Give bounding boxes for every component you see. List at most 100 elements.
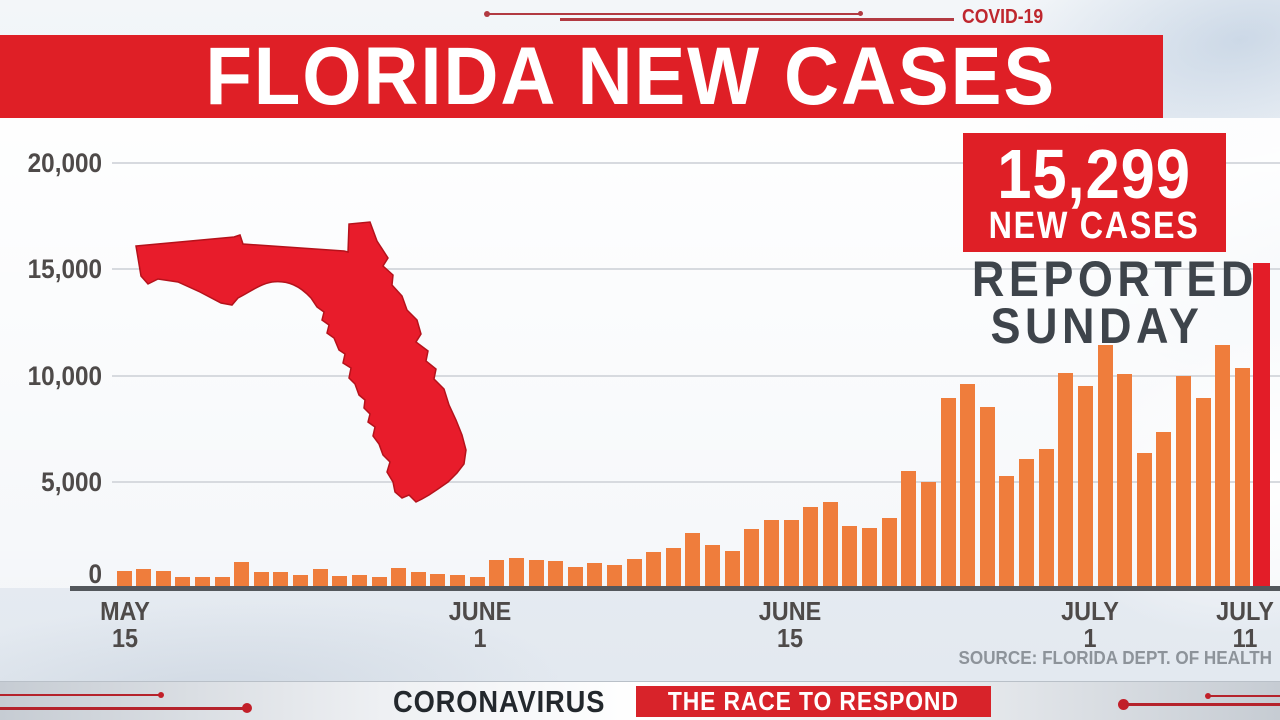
bar (665, 548, 681, 588)
callout-subtext-reported: REPORTED (971, 251, 1258, 307)
bar (587, 563, 603, 588)
bar (724, 551, 740, 588)
deco-line (489, 13, 861, 15)
x-tick-label: JUNE 15 (758, 596, 822, 653)
callout-label: NEW CASES (989, 204, 1200, 247)
bar (332, 576, 348, 588)
bar (1195, 398, 1211, 588)
deco-dot (858, 11, 863, 16)
grid-line (112, 162, 1280, 164)
y-tick-label: 5,000 (41, 466, 102, 497)
florida-shape (135, 221, 467, 503)
deco-line (0, 707, 245, 710)
x-tick-label: JULY 1 (1061, 596, 1119, 653)
bar (489, 560, 505, 588)
bar (528, 560, 544, 588)
bar (1234, 368, 1250, 588)
bar (862, 528, 878, 588)
bar (430, 574, 446, 588)
show-name: CORONAVIRUS (393, 683, 606, 719)
florida-map (135, 221, 467, 503)
y-tick-label: 10,000 (27, 360, 103, 391)
bar (155, 571, 171, 588)
bar (999, 476, 1015, 588)
bar (410, 572, 426, 588)
bar (881, 518, 897, 588)
bar (901, 471, 917, 588)
bar (1175, 376, 1191, 588)
bar (920, 482, 936, 588)
highlight-bar (1253, 263, 1271, 588)
bottom-banner: CORONAVIRUS THE RACE TO RESPOND (0, 681, 1280, 720)
bar (273, 572, 289, 588)
bar (979, 407, 995, 588)
deco-dot (158, 692, 164, 698)
bar (293, 575, 309, 588)
bar (685, 533, 701, 588)
bar (1117, 374, 1133, 588)
bar (391, 568, 407, 588)
bar (783, 520, 799, 588)
source-attribution: SOURCE: FLORIDA DEPT. OF HEALTH (958, 648, 1273, 668)
deco-line (0, 694, 160, 696)
bar (116, 571, 132, 588)
tagline-box: THE RACE TO RESPOND (636, 686, 991, 717)
bar (1136, 453, 1152, 588)
deco-line (560, 18, 954, 21)
bar (607, 565, 622, 588)
x-tick-label: JUNE 1 (448, 596, 512, 653)
deco-dot (1205, 693, 1211, 699)
grid-line (112, 374, 1280, 377)
bar (626, 559, 642, 588)
bar (1156, 432, 1172, 588)
bar (705, 545, 721, 588)
callout-subtext-sunday: SUNDAY (990, 298, 1204, 354)
title-banner: FLORIDA NEW CASES (0, 31, 1163, 122)
bar (508, 558, 524, 588)
bar (351, 575, 367, 588)
x-axis-line (70, 586, 1280, 591)
deco-dot (484, 11, 490, 17)
bar (548, 561, 564, 588)
page-title: FLORIDA NEW CASES (204, 30, 1056, 122)
bar (744, 529, 760, 588)
bar (646, 552, 662, 588)
deco-line (1126, 703, 1280, 706)
bar (803, 507, 819, 588)
bar (253, 572, 269, 588)
tagline: THE RACE TO RESPOND (668, 686, 959, 716)
bar (1058, 373, 1074, 588)
bar (194, 577, 210, 588)
bar (842, 526, 858, 588)
bar (822, 502, 838, 588)
bar (136, 569, 152, 588)
deco-dot (242, 703, 252, 713)
bar (371, 577, 387, 588)
bar (1038, 449, 1054, 588)
bar (960, 384, 976, 588)
y-tick-label: 20,000 (27, 148, 103, 178)
bar (450, 575, 466, 588)
bar (567, 567, 583, 588)
deco-line (1209, 695, 1280, 697)
bar (469, 577, 485, 588)
bar (1215, 345, 1231, 588)
bar (1097, 345, 1113, 588)
bar (234, 562, 250, 588)
bar (763, 520, 779, 588)
grid-line (112, 268, 1280, 271)
covid-19-label: COVID-19 (962, 6, 1044, 28)
x-tick-label: JULY 11 (1216, 596, 1274, 653)
bar (312, 569, 328, 588)
new-cases-callout: 15,299 NEW CASES (963, 133, 1226, 252)
bar (175, 577, 191, 588)
x-tick-label: MAY 15 (100, 596, 150, 653)
bar (1077, 386, 1093, 588)
bar (214, 577, 230, 588)
bar (1019, 459, 1035, 588)
grid-line (112, 480, 1280, 483)
bar (940, 398, 956, 588)
deco-dot (1118, 699, 1129, 710)
y-tick-label: 0 (88, 559, 102, 589)
